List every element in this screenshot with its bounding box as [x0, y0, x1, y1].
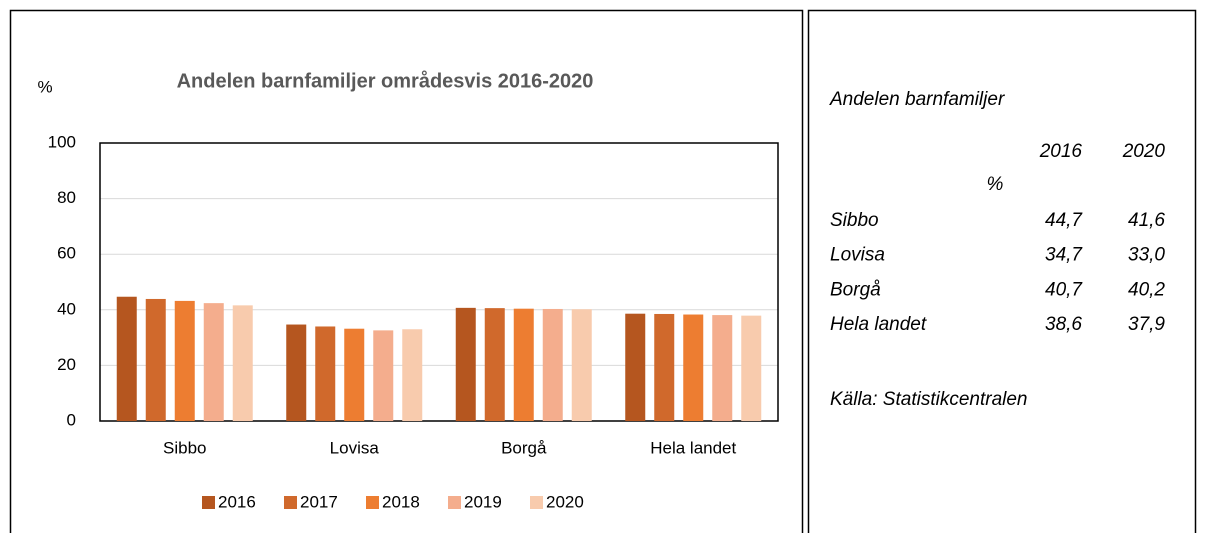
bar — [286, 324, 307, 421]
x-tick-label: Lovisa — [330, 438, 380, 457]
legend-label: 2017 — [300, 492, 338, 511]
x-tick-label: Sibbo — [163, 438, 206, 457]
bar — [174, 300, 195, 421]
cell: 38,6 — [1045, 314, 1082, 335]
y-axis-label: % — [37, 77, 52, 96]
bar — [344, 328, 365, 421]
bar — [571, 309, 592, 421]
legend-swatch — [448, 496, 461, 509]
bar — [402, 329, 423, 421]
legend-label: 2019 — [464, 492, 502, 511]
row-label: Borgå — [830, 279, 881, 300]
y-tick-label: 40 — [57, 299, 76, 318]
legend-swatch — [366, 496, 379, 509]
bar — [741, 315, 762, 421]
cell: 34,7 — [1045, 245, 1083, 266]
bar — [315, 326, 336, 421]
bar — [712, 315, 733, 421]
table-frame — [807, 9, 1197, 533]
bar — [232, 305, 253, 421]
legend-swatch — [530, 496, 543, 509]
bar — [116, 296, 137, 421]
column-header: 2016 — [1039, 141, 1083, 162]
unit-label: % — [987, 174, 1004, 195]
y-tick-label: 60 — [57, 244, 76, 263]
x-tick-label: Borgå — [501, 438, 547, 457]
bar — [683, 314, 704, 421]
y-tick-label: 20 — [57, 355, 76, 374]
column-header: 2020 — [1122, 141, 1166, 162]
legend-label: 2020 — [546, 492, 584, 511]
bar — [373, 330, 394, 421]
bar — [513, 308, 534, 421]
y-tick-label: 100 — [48, 132, 76, 151]
cell: 37,9 — [1128, 314, 1165, 335]
chart-frame — [9, 9, 804, 533]
cell: 44,7 — [1045, 210, 1083, 231]
cell: 33,0 — [1128, 245, 1165, 266]
y-tick-label: 0 — [67, 410, 76, 429]
bar — [484, 308, 505, 421]
row-label: Hela landet — [830, 314, 927, 335]
legend-label: 2018 — [382, 492, 420, 511]
row-label: Lovisa — [830, 245, 885, 266]
cell: 41,6 — [1128, 210, 1165, 231]
bar — [542, 308, 563, 421]
bar — [145, 298, 166, 421]
bar — [203, 303, 224, 421]
table-title: Andelen barnfamiljer — [829, 89, 1005, 110]
plot-border — [99, 142, 779, 422]
legend-swatch — [202, 496, 215, 509]
bar — [455, 307, 476, 421]
cell: 40,2 — [1128, 279, 1165, 300]
bar — [654, 313, 675, 421]
legend-label: 2016 — [218, 492, 256, 511]
legend-swatch — [284, 496, 297, 509]
cell: 40,7 — [1045, 279, 1083, 300]
x-tick-label: Hela landet — [650, 438, 736, 457]
y-tick-label: 80 — [57, 188, 76, 207]
row-label: Sibbo — [830, 210, 879, 231]
side-table: Andelen barnfamiljer 2016 2020 % Källa: … — [829, 89, 1165, 410]
source: Källa: Statistikcentralen — [830, 389, 1028, 410]
chart-title: Andelen barnfamiljer områdesvis 2016-202… — [177, 69, 594, 92]
bar — [625, 313, 646, 421]
